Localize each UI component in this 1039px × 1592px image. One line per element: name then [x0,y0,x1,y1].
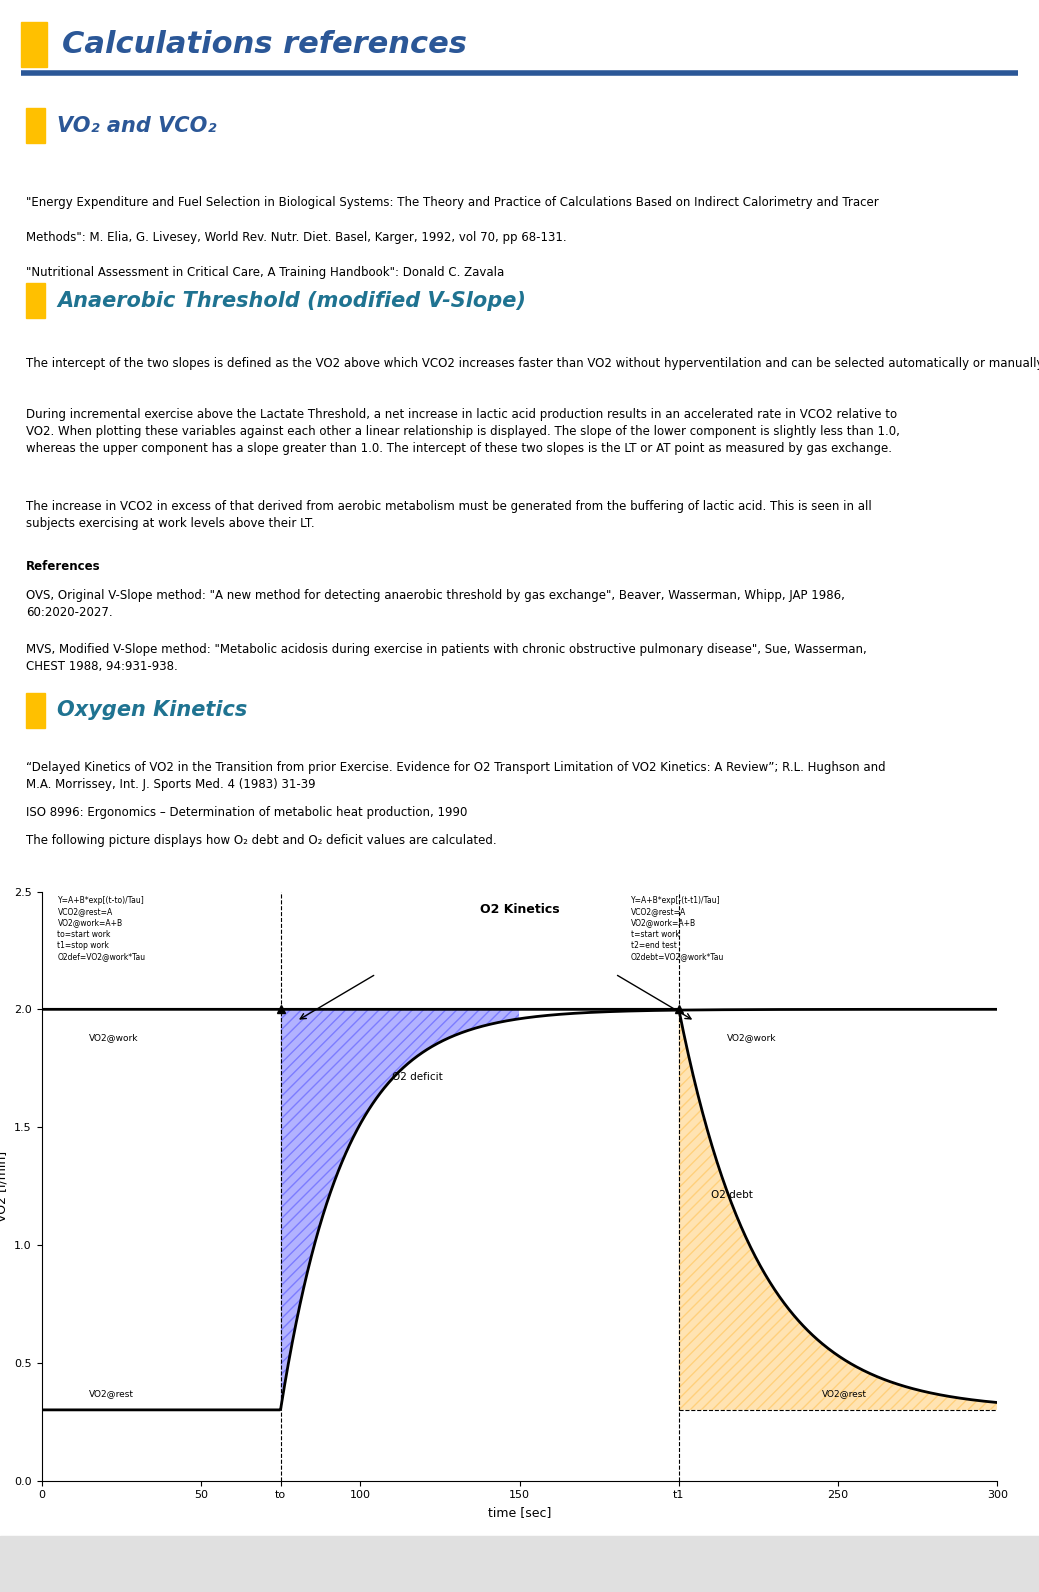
Text: References: References [26,560,101,573]
Text: During incremental exercise above the Lactate Threshold, a net increase in lacti: During incremental exercise above the La… [26,408,900,455]
Text: "Energy Expenditure and Fuel Selection in Biological Systems: The Theory and Pra: "Energy Expenditure and Fuel Selection i… [26,196,879,209]
Text: Y=A+B*exp[-(t-t1)/Tau]
VCO2@rest=A
VO2@work=A+B
t=start work
t2=end test
O2debt=: Y=A+B*exp[-(t-t1)/Tau] VCO2@rest=A VO2@w… [631,896,724,960]
Text: O2 Kinetics: O2 Kinetics [480,903,559,917]
Y-axis label: VO2 [l/min]: VO2 [l/min] [0,1151,8,1221]
Text: “Delayed Kinetics of VO2 in the Transition from prior Exercise. Evidence for O2 : “Delayed Kinetics of VO2 in the Transiti… [26,761,885,791]
Text: ISO 8996: Ergonomics – Determination of metabolic heat production, 1990: ISO 8996: Ergonomics – Determination of … [26,806,468,818]
Bar [21,22,47,67]
Text: Methods": M. Elia, G. Livesey, World Rev. Nutr. Diet. Basel, Karger, 1992, vol 7: Methods": M. Elia, G. Livesey, World Rev… [26,231,566,244]
Text: O2 debt: O2 debt [711,1189,752,1200]
Bar [26,108,45,143]
Text: 72 - Appendix - Calculations references: 72 - Appendix - Calculations references [26,1559,232,1568]
Text: OVS, Original V-Slope method: "A new method for detecting anaerobic threshold by: OVS, Original V-Slope method: "A new met… [26,589,845,619]
Text: VO2@rest: VO2@rest [89,1390,134,1398]
Text: O2 deficit: O2 deficit [392,1071,443,1083]
Text: The increase in VCO2 in excess of that derived from aerobic metabolism must be g: The increase in VCO2 in excess of that d… [26,500,872,530]
Text: VO2@work: VO2@work [726,1033,776,1041]
Text: Oxygen Kinetics: Oxygen Kinetics [57,700,247,720]
Text: VO2@work: VO2@work [89,1033,139,1041]
Text: Anaerobic Threshold (modified V-Slope): Anaerobic Threshold (modified V-Slope) [57,291,526,310]
Text: Calculations references: Calculations references [62,30,468,59]
Text: Y=A+B*exp[(t-to)/Tau]
VCO2@rest=A
VO2@work=A+B
to=start work
t1=stop work
O2def=: Y=A+B*exp[(t-to)/Tau] VCO2@rest=A VO2@wo… [57,896,145,960]
Text: The intercept of the two slopes is defined as the VO2 above which VCO2 increases: The intercept of the two slopes is defin… [26,357,1039,369]
Bar [26,283,45,318]
Text: MVS, Modified V-Slope method: "Metabolic acidosis during exercise in patients wi: MVS, Modified V-Slope method: "Metabolic… [26,643,867,673]
Text: "Nutritional Assessment in Critical Care, A Training Handbook": Donald C. Zavala: "Nutritional Assessment in Critical Care… [26,266,504,279]
X-axis label: time [sec]: time [sec] [488,1506,551,1519]
Bar [26,693,45,728]
Text: VO2@rest: VO2@rest [822,1390,868,1398]
Text: The following picture displays how O₂ debt and O₂ deficit values are calculated.: The following picture displays how O₂ de… [26,834,497,847]
Text: VO₂ and VCO₂: VO₂ and VCO₂ [57,116,217,135]
